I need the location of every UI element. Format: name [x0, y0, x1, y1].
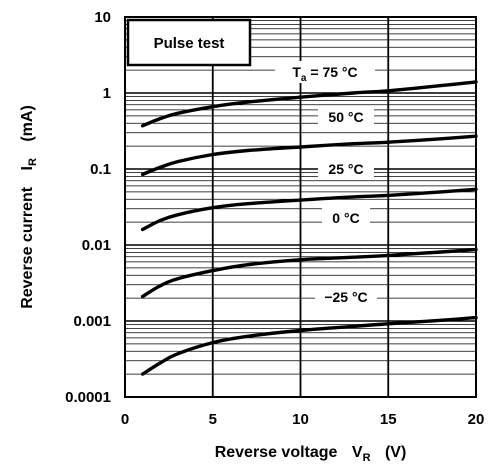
y-tick-label: 1 — [103, 85, 111, 102]
y-tick-label: 10 — [94, 9, 111, 26]
series-label-main: 50 °C — [328, 109, 363, 125]
y-tick-label: 0.01 — [82, 237, 111, 254]
series-label-bg — [318, 106, 374, 128]
x-axis-symbol: V — [352, 444, 363, 461]
series-label-sub: a — [301, 73, 307, 84]
series-label-4: −25 °C — [324, 289, 367, 305]
series-label-bg — [318, 158, 374, 180]
series-label-main: −25 °C — [324, 289, 367, 305]
series-label-main: 0 °C — [332, 210, 359, 226]
series-line-0 — [140, 80, 478, 128]
x-tick-label: 15 — [380, 411, 397, 428]
series-label-2: 25 °C — [328, 161, 363, 177]
annotation-box: Pulse test — [126, 18, 252, 67]
series-line-4 — [140, 315, 478, 376]
series-label-bg — [315, 286, 377, 308]
x-tick-label: 10 — [292, 411, 309, 428]
x-tick-label: 20 — [468, 411, 485, 428]
y-axis-title: Reverse current IR (mA) — [19, 105, 40, 309]
series-label-3: 0 °C — [332, 210, 359, 226]
x-axis-unit: (V) — [385, 444, 406, 461]
series-label-layer: Ta = 75 °C 50 °C 25 °C 0 °C −25 °C — [275, 61, 377, 308]
annotation-text: Pulse test — [154, 35, 225, 52]
x-axis-title: Reverse voltage VR (V) — [215, 444, 407, 465]
x-axis-name: Reverse voltage — [215, 444, 338, 461]
series-label-1: 50 °C — [328, 109, 363, 125]
x-axis-symbol-sub: R — [363, 452, 371, 464]
y-axis-unit: (mA) — [19, 105, 36, 141]
y-axis-symbol-sub: R — [27, 158, 39, 166]
x-tick-label: 5 — [209, 411, 217, 428]
y-axis-name: Reverse current — [19, 186, 36, 309]
annotation-box-frame — [126, 18, 252, 67]
series-line-3 — [140, 247, 478, 299]
series-label-main: T — [292, 64, 301, 80]
series-line-2 — [140, 187, 478, 232]
series-label-0: Ta = 75 °C — [292, 64, 357, 84]
y-tick-label: 0.0001 — [65, 389, 111, 406]
y-axis-symbol: I — [19, 166, 36, 170]
series-label-bg — [275, 61, 375, 83]
series-layer — [140, 80, 478, 376]
series-label-main: 25 °C — [328, 161, 363, 177]
plot-frame — [124, 16, 477, 398]
y-tick-label: 0.1 — [90, 161, 111, 178]
grid-layer — [125, 17, 476, 397]
y-tick-label: 0.001 — [73, 313, 111, 330]
tick-layer: 0 5 10 15 20 0.0001 0.001 0.01 0.1 1 10 — [65, 9, 484, 428]
series-label-rest: = 75 °C — [306, 64, 357, 80]
series-label-bg — [322, 207, 370, 229]
series-line-1 — [140, 134, 478, 177]
x-tick-label: 0 — [121, 411, 129, 428]
